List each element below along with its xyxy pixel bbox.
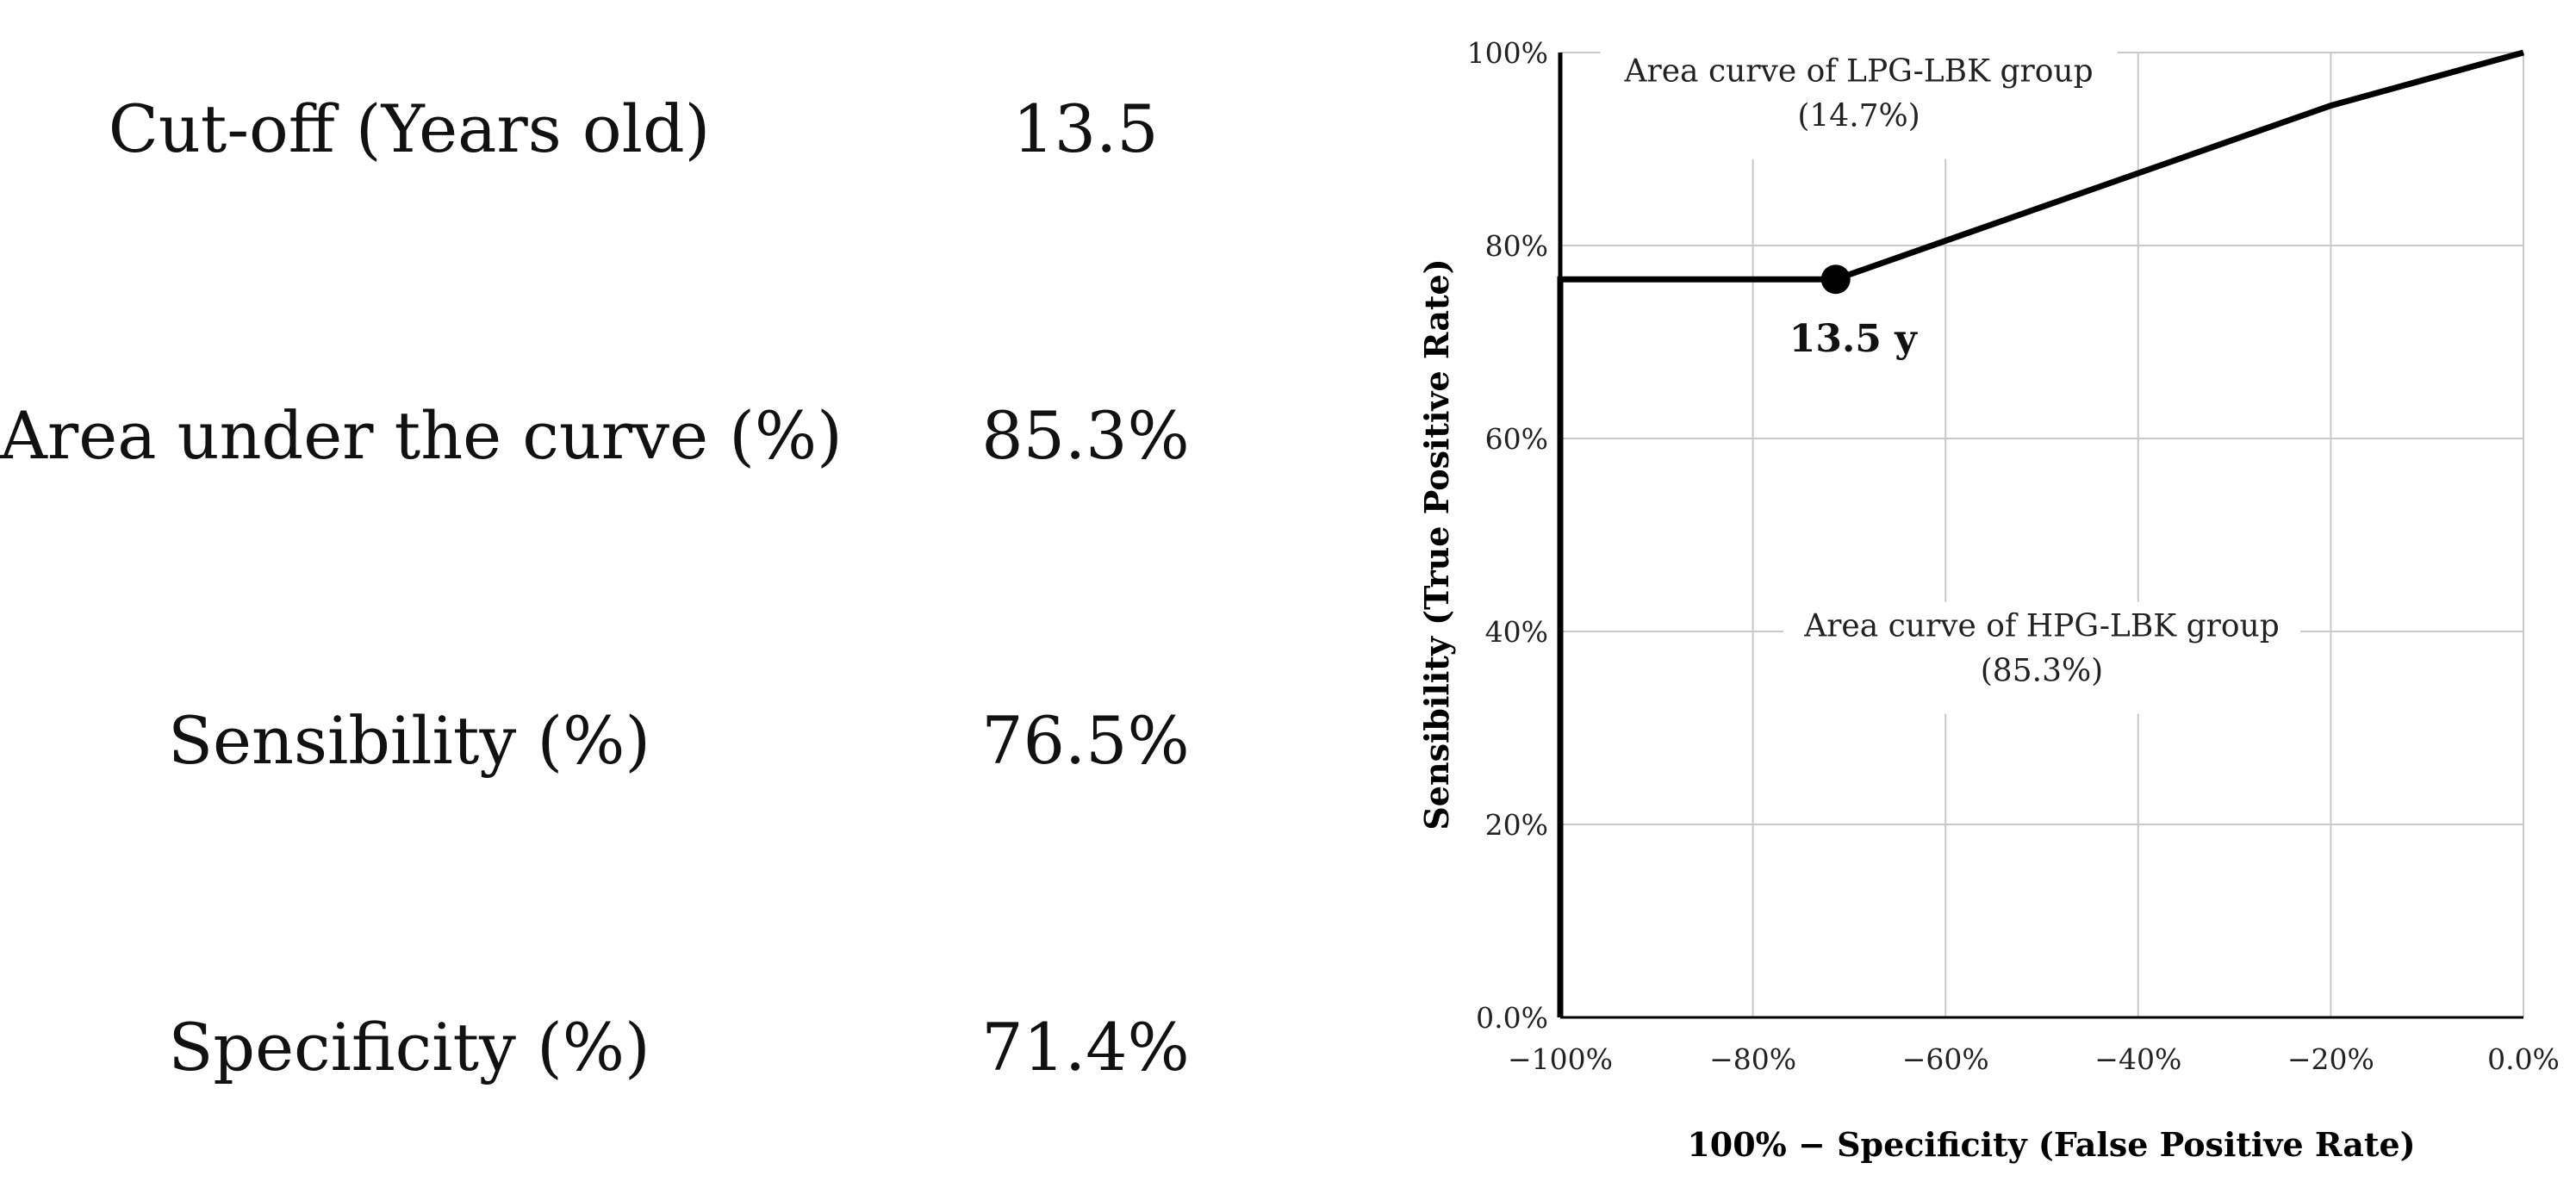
y-tick-label: 100% [1467,36,1548,70]
y-tick-label: 0.0% [1476,1001,1548,1035]
stat-value-specificity: 71.4% [981,1009,1190,1085]
x-tick-label: −20% [2287,1042,2374,1076]
tick-layer: −100% −80% −60% −40% −20% 0.0% 0.0% 20% 40% 60% 80… [1467,36,2560,1076]
y-tick-label: 80% [1485,229,1548,263]
series-layer: 13.5 y [1557,49,2524,1017]
x-tick-label: 0.0% [2487,1042,2560,1076]
roc-curve-line [1557,49,2524,1017]
x-axis-label: 100% − Specificity (False Positive Rate) [1687,1125,2415,1164]
roc-chart-svg: Area curve of LPG-LBK group (14.7%) Area c… [1417,36,2560,1164]
annotation-background [1783,601,2300,714]
x-tick-label: −80% [1709,1042,1796,1076]
annotation-title: Area curve of LPG-LBK group [1624,54,2094,90]
y-tick-label: 40% [1485,615,1548,649]
x-tick-label: −40% [2094,1042,2181,1076]
stat-value-auc: 85.3% [981,397,1190,474]
x-tick-label: −100% [1508,1042,1613,1076]
stats-table: Cut-off (Years old) 13.5 Area under the … [0,0,1241,1191]
annotation-layer: Area curve of LPG-LBK group (14.7%) Area c… [1600,47,2300,714]
stat-value-cutoff: 13.5 [1012,90,1159,167]
cutoff-point-label: 13.5 y [1789,317,1918,361]
grid-layer [1560,52,2524,1017]
axis-layer [1558,53,2523,1019]
annotation-value: (85.3%) [1981,654,2103,689]
cutoff-point [1820,264,1851,295]
stat-label-specificity: Specificity (%) [168,1009,650,1085]
stat-label-cutoff: Cut-off (Years old) [108,90,711,167]
y-tick-label: 60% [1485,422,1548,456]
y-axis-label: Sensibility (True Positive Rate) [1417,258,1456,830]
annotation-background [1600,47,2118,159]
annotation-value: (14.7%) [1797,99,1920,134]
stat-value-sensibility: 76.5% [981,702,1190,779]
x-tick-label: −60% [1902,1042,1989,1076]
stat-label-auc: Area under the curve (%) [0,397,843,474]
stat-label-sensibility: Sensibility (%) [167,702,651,779]
roc-chart: Area curve of LPG-LBK group (14.7%) Area c… [1378,0,2576,1191]
y-tick-label: 20% [1485,808,1548,842]
annotation-title: Area curve of HPG-LBK group [1803,609,2280,644]
